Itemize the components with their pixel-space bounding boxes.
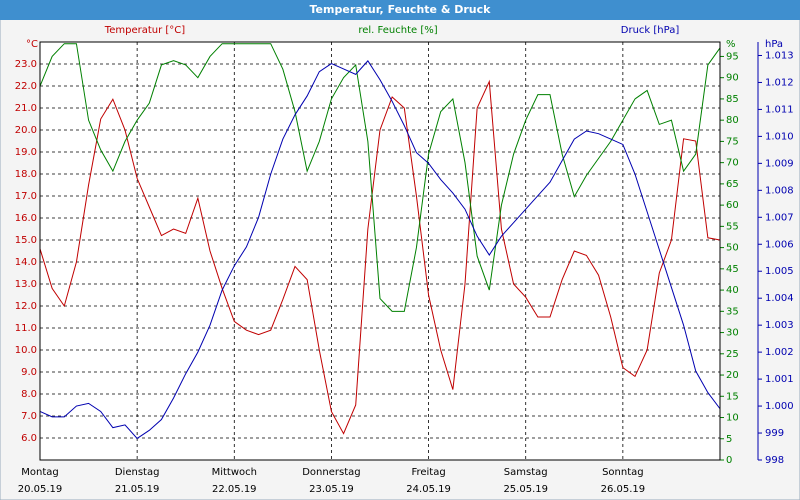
y-tick-label: 11.0 [15, 323, 37, 334]
y2-tick-label: 70 [726, 158, 739, 169]
y2-tick-label: 95 [726, 51, 739, 62]
x-tick-date: 20.05.19 [18, 484, 63, 495]
x-tick-label: Mittwoch [212, 467, 257, 478]
y2-tick-label: 35 [726, 306, 739, 317]
y3-tick-label: 1.006 [765, 239, 794, 250]
y-tick-label: 17.0 [15, 191, 37, 202]
x-tick-date: 26.05.19 [601, 484, 646, 495]
y3-tick-label: 1.003 [765, 320, 794, 331]
y2-tick-label: 25 [726, 349, 739, 360]
y3-tick-label: 999 [765, 428, 784, 439]
y3-tick-label: 1.001 [765, 374, 794, 385]
y-tick-label: 18.0 [15, 169, 37, 180]
y3-unit: hPa [765, 39, 783, 50]
chart-title: Temperatur, Feuchte & Druck [310, 3, 492, 16]
legend-entry: rel. Feuchte [%] [358, 25, 437, 36]
y-tick-label: 8.0 [21, 389, 37, 400]
y3-tick-label: 998 [765, 455, 784, 466]
y3-tick-label: 1.005 [765, 266, 794, 277]
y-tick-label: 21.0 [15, 103, 37, 114]
x-tick-date: 21.05.19 [115, 484, 160, 495]
series-line [39, 43, 721, 312]
y2-tick-label: 30 [726, 328, 739, 339]
x-tick-label: Samstag [504, 467, 548, 478]
x-tick-date: 23.05.19 [309, 484, 354, 495]
y2-tick-label: 15 [726, 391, 739, 402]
plot-border [39, 41, 721, 461]
y2-tick-label: 85 [726, 94, 739, 105]
y2-tick-label: 45 [726, 264, 739, 275]
y-tick-label: 20.0 [15, 125, 37, 136]
y-tick-label: 22.0 [15, 81, 37, 92]
y3-tick-label: 1.007 [765, 212, 794, 223]
y2-tick-label: 65 [726, 179, 739, 190]
x-tick-label: Freitag [411, 467, 445, 478]
y3-tick-label: 1.012 [765, 77, 794, 88]
legend-entry: Druck [hPa] [621, 25, 680, 36]
y-tick-label: 15.0 [15, 235, 37, 246]
y2-tick-label: 75 [726, 136, 739, 147]
y2-tick-label: 0 [726, 455, 732, 466]
series-line [39, 79, 721, 435]
y3-tick-label: 1.009 [765, 158, 794, 169]
y-tick-label: 19.0 [15, 147, 37, 158]
y2-tick-label: 10 [726, 413, 739, 424]
y2-tick-label: 20 [726, 370, 739, 381]
x-tick-date: 24.05.19 [406, 484, 451, 495]
y2-tick-label: 90 [726, 73, 739, 84]
y-tick-label: 13.0 [15, 279, 37, 290]
y2-tick-label: 80 [726, 115, 739, 126]
x-tick-date: 25.05.19 [503, 484, 548, 495]
y-tick-label: 14.0 [15, 257, 37, 268]
y-tick-label: 10.0 [15, 345, 37, 356]
x-tick-label: Donnerstag [302, 467, 360, 478]
y2-tick-label: 55 [726, 221, 739, 232]
x-tick-label: Sonntag [602, 467, 644, 478]
y3-tick-label: 1.008 [765, 185, 794, 196]
y3-tick-label: 1.013 [765, 50, 794, 61]
y-tick-label: 6.0 [21, 433, 37, 444]
y2-tick-label: 5 [726, 434, 732, 445]
y2-unit: % [726, 39, 736, 50]
y-tick-label: 9.0 [21, 367, 37, 378]
y-tick-label: 12.0 [15, 301, 37, 312]
y-unit: °C [26, 39, 38, 50]
y2-tick-label: 60 [726, 200, 739, 211]
legend-entry: Temperatur [°C] [104, 25, 185, 36]
series-line [39, 60, 721, 440]
x-tick-label: Montag [21, 467, 58, 478]
y-tick-label: 23.0 [15, 59, 37, 70]
y3-tick-label: 1.000 [765, 401, 794, 412]
plot-area [40, 42, 720, 460]
y2-tick-label: 40 [726, 285, 739, 296]
y-tick-label: 7.0 [21, 411, 37, 422]
y2-tick-label: 50 [726, 243, 739, 254]
y-tick-label: 16.0 [15, 213, 37, 224]
y3-tick-label: 1.002 [765, 347, 794, 358]
y3-tick-label: 1.010 [765, 131, 794, 142]
x-tick-label: Dienstag [115, 467, 160, 478]
y3-tick-label: 1.011 [765, 104, 794, 115]
x-tick-date: 22.05.19 [212, 484, 257, 495]
title-bar [0, 0, 800, 20]
y3-tick-label: 1.004 [765, 293, 794, 304]
